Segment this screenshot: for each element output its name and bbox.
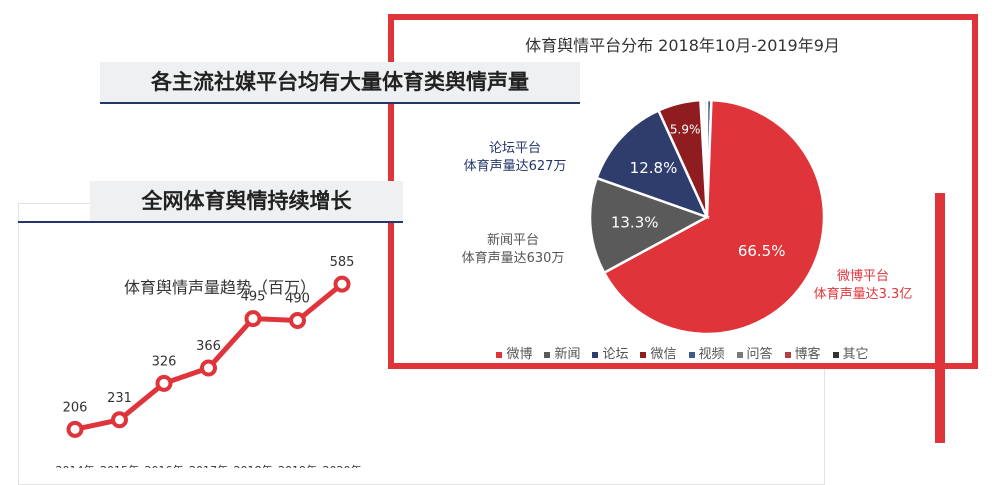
legend-swatch <box>544 351 551 358</box>
slice-label: 13.3% <box>611 214 659 232</box>
slice-label: 5.9% <box>670 122 701 136</box>
legend-item: 论坛 <box>592 343 628 362</box>
weibo-callout-value: 体育声量达3.3亿 <box>813 287 913 302</box>
legend-label: 其它 <box>842 347 869 362</box>
data-label: 326 <box>152 354 177 369</box>
legend-swatch <box>592 351 599 358</box>
legend-label: 微博 <box>506 347 533 362</box>
legend-item: 视频 <box>688 343 725 362</box>
x-tick-label: 2014年 <box>56 463 95 468</box>
data-point <box>333 275 351 293</box>
x-tick-label: 2015年 <box>100 463 139 468</box>
legend-item: 微博 <box>496 343 532 362</box>
data-label: 585 <box>330 255 355 270</box>
legend-label: 微信 <box>650 347 677 362</box>
pie-legend: 微博 新闻 论坛 微信 视频 问答 博客 其它 <box>395 343 970 362</box>
legend-item: 微信 <box>640 343 677 362</box>
pie-slice-微信 <box>656 98 709 218</box>
data-label: 231 <box>107 391 132 406</box>
pie-title: 体育舆情平台分布 2018年10月-2019年9月 <box>525 36 840 55</box>
line-chart: 206 2014年 231 2015年 326 2016年 366 2017年 495 2018年… <box>56 255 362 468</box>
legend-swatch <box>832 351 839 358</box>
x-tick-label: 2020年 <box>323 463 362 468</box>
forum-callout-title: 论坛平台 <box>488 141 541 156</box>
legend-swatch <box>688 351 695 358</box>
legend-swatch <box>640 351 647 358</box>
weibo-callout: 微博平台 体育声量达3.3亿 <box>793 268 933 304</box>
news-callout-value: 体育声量达630万 <box>461 251 565 266</box>
growth-banner: 全网体育舆情持续增长 <box>90 181 403 221</box>
news-callout: 新闻平台 体育声量达630万 <box>438 232 588 268</box>
pie-slice-微博 <box>602 98 826 336</box>
x-tick-label: 2018年 <box>234 463 273 468</box>
x-tick-label: 2016年 <box>145 463 184 468</box>
legend-item: 问答 <box>736 343 773 362</box>
data-point <box>155 374 173 392</box>
legend-label: 视频 <box>698 347 725 362</box>
growth-banner-underline <box>18 221 403 223</box>
data-point <box>244 310 262 328</box>
x-tick-label: 2017年 <box>189 463 228 468</box>
line-title: 体育舆情声量趋势（百万） <box>123 278 316 297</box>
slice-label: 12.8% <box>630 159 678 177</box>
data-point <box>200 359 217 377</box>
legend-item: 博客 <box>784 343 821 362</box>
data-label: 206 <box>63 400 88 415</box>
pie-slice-新闻 <box>588 176 711 275</box>
weibo-callout-title: 微博平台 <box>836 269 889 284</box>
pie-chart: 66.5% 13.3% 12.8% 5.9% <box>588 98 826 336</box>
slice-label: 66.5% <box>738 242 786 260</box>
legend-label: 新闻 <box>554 347 581 362</box>
legend-swatch <box>736 351 743 358</box>
pie-slice-论坛 <box>595 108 710 220</box>
news-callout-title: 新闻平台 <box>486 233 539 248</box>
legend-label: 博客 <box>794 347 821 362</box>
x-tick-label: 2019年 <box>278 463 317 468</box>
legend-item: 其它 <box>832 343 869 362</box>
data-point <box>289 312 306 329</box>
forum-callout: 论坛平台 体育声量达627万 <box>440 140 590 176</box>
data-label: 490 <box>285 292 310 307</box>
legend-label: 问答 <box>746 347 773 362</box>
data-point <box>111 411 128 429</box>
legend-label: 论坛 <box>602 347 629 362</box>
data-point <box>66 420 84 438</box>
forum-callout-value: 体育声量达627万 <box>463 159 567 174</box>
legend-swatch <box>496 351 503 358</box>
data-label: 366 <box>196 339 221 354</box>
accent-bar <box>935 193 945 443</box>
platform-banner: 各主流社媒平台均有大量体育类舆情声量 <box>100 62 580 104</box>
data-label: 495 <box>241 290 266 305</box>
legend-item: 新闻 <box>544 343 580 362</box>
legend-swatch <box>784 351 791 358</box>
